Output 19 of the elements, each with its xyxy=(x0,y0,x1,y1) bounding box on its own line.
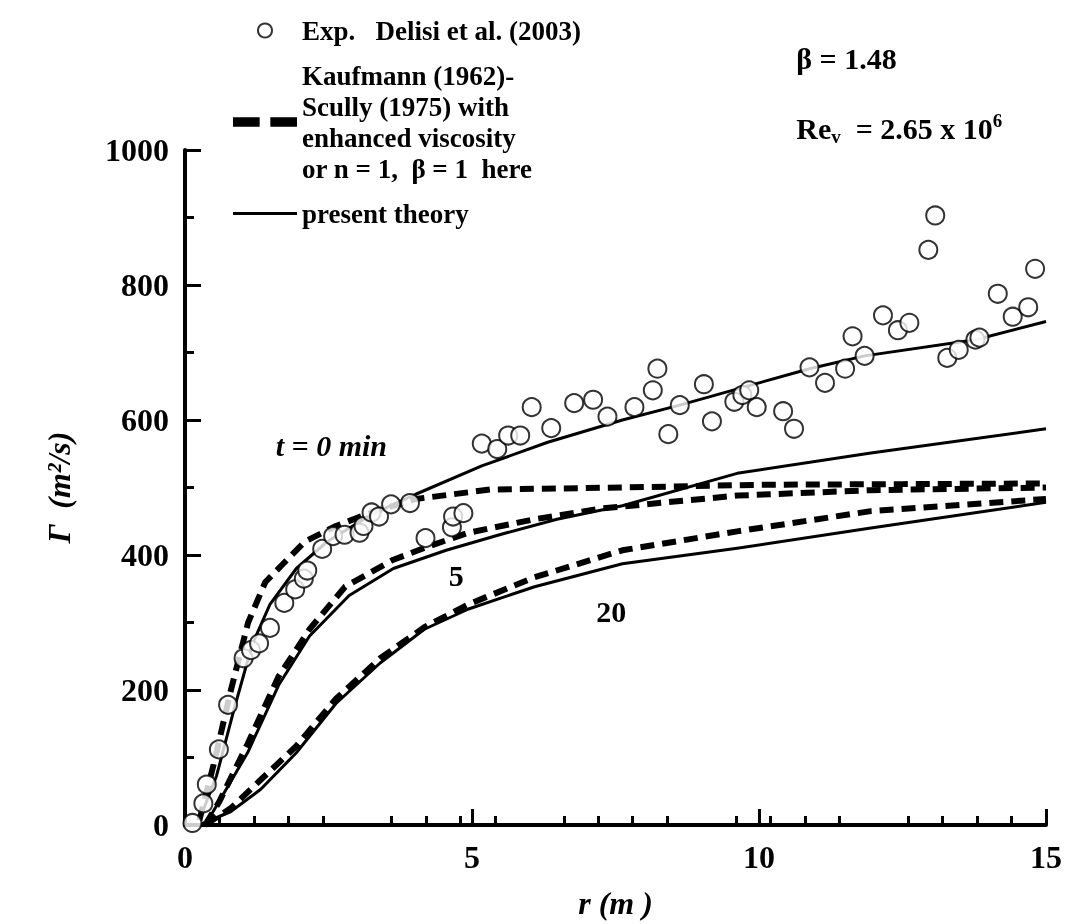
x-tick-label: 15 xyxy=(1030,839,1062,875)
annotation: 20 xyxy=(596,594,627,628)
y-tick-label: 600 xyxy=(121,402,169,438)
annotation: 5 xyxy=(448,559,464,593)
text: β = 1.48 xyxy=(796,41,897,75)
y-tick-label: 1000 xyxy=(105,132,169,168)
x-axis-title: r (m ) xyxy=(578,885,653,921)
legend-label: Exp. Delisi et al. (2003) xyxy=(302,15,581,46)
x-tick-label: 5 xyxy=(464,839,480,875)
y-tick-label: 200 xyxy=(121,672,169,708)
y-tick-label: 800 xyxy=(121,267,169,303)
legend-label: present theory xyxy=(302,198,470,229)
y-tick-label: 0 xyxy=(153,807,169,843)
x-tick-label: 10 xyxy=(743,839,775,875)
y-axis-title: Γ (m²/s) xyxy=(41,431,77,545)
legend-label: Kaufmann (1962)- Scully (1975) with enhanced viscosity or n = 1, β = 1 here xyxy=(302,60,532,184)
y-tick-label: 400 xyxy=(121,537,169,573)
annotation: t = 0 min xyxy=(275,429,388,463)
x-tick-label: 0 xyxy=(177,839,193,875)
